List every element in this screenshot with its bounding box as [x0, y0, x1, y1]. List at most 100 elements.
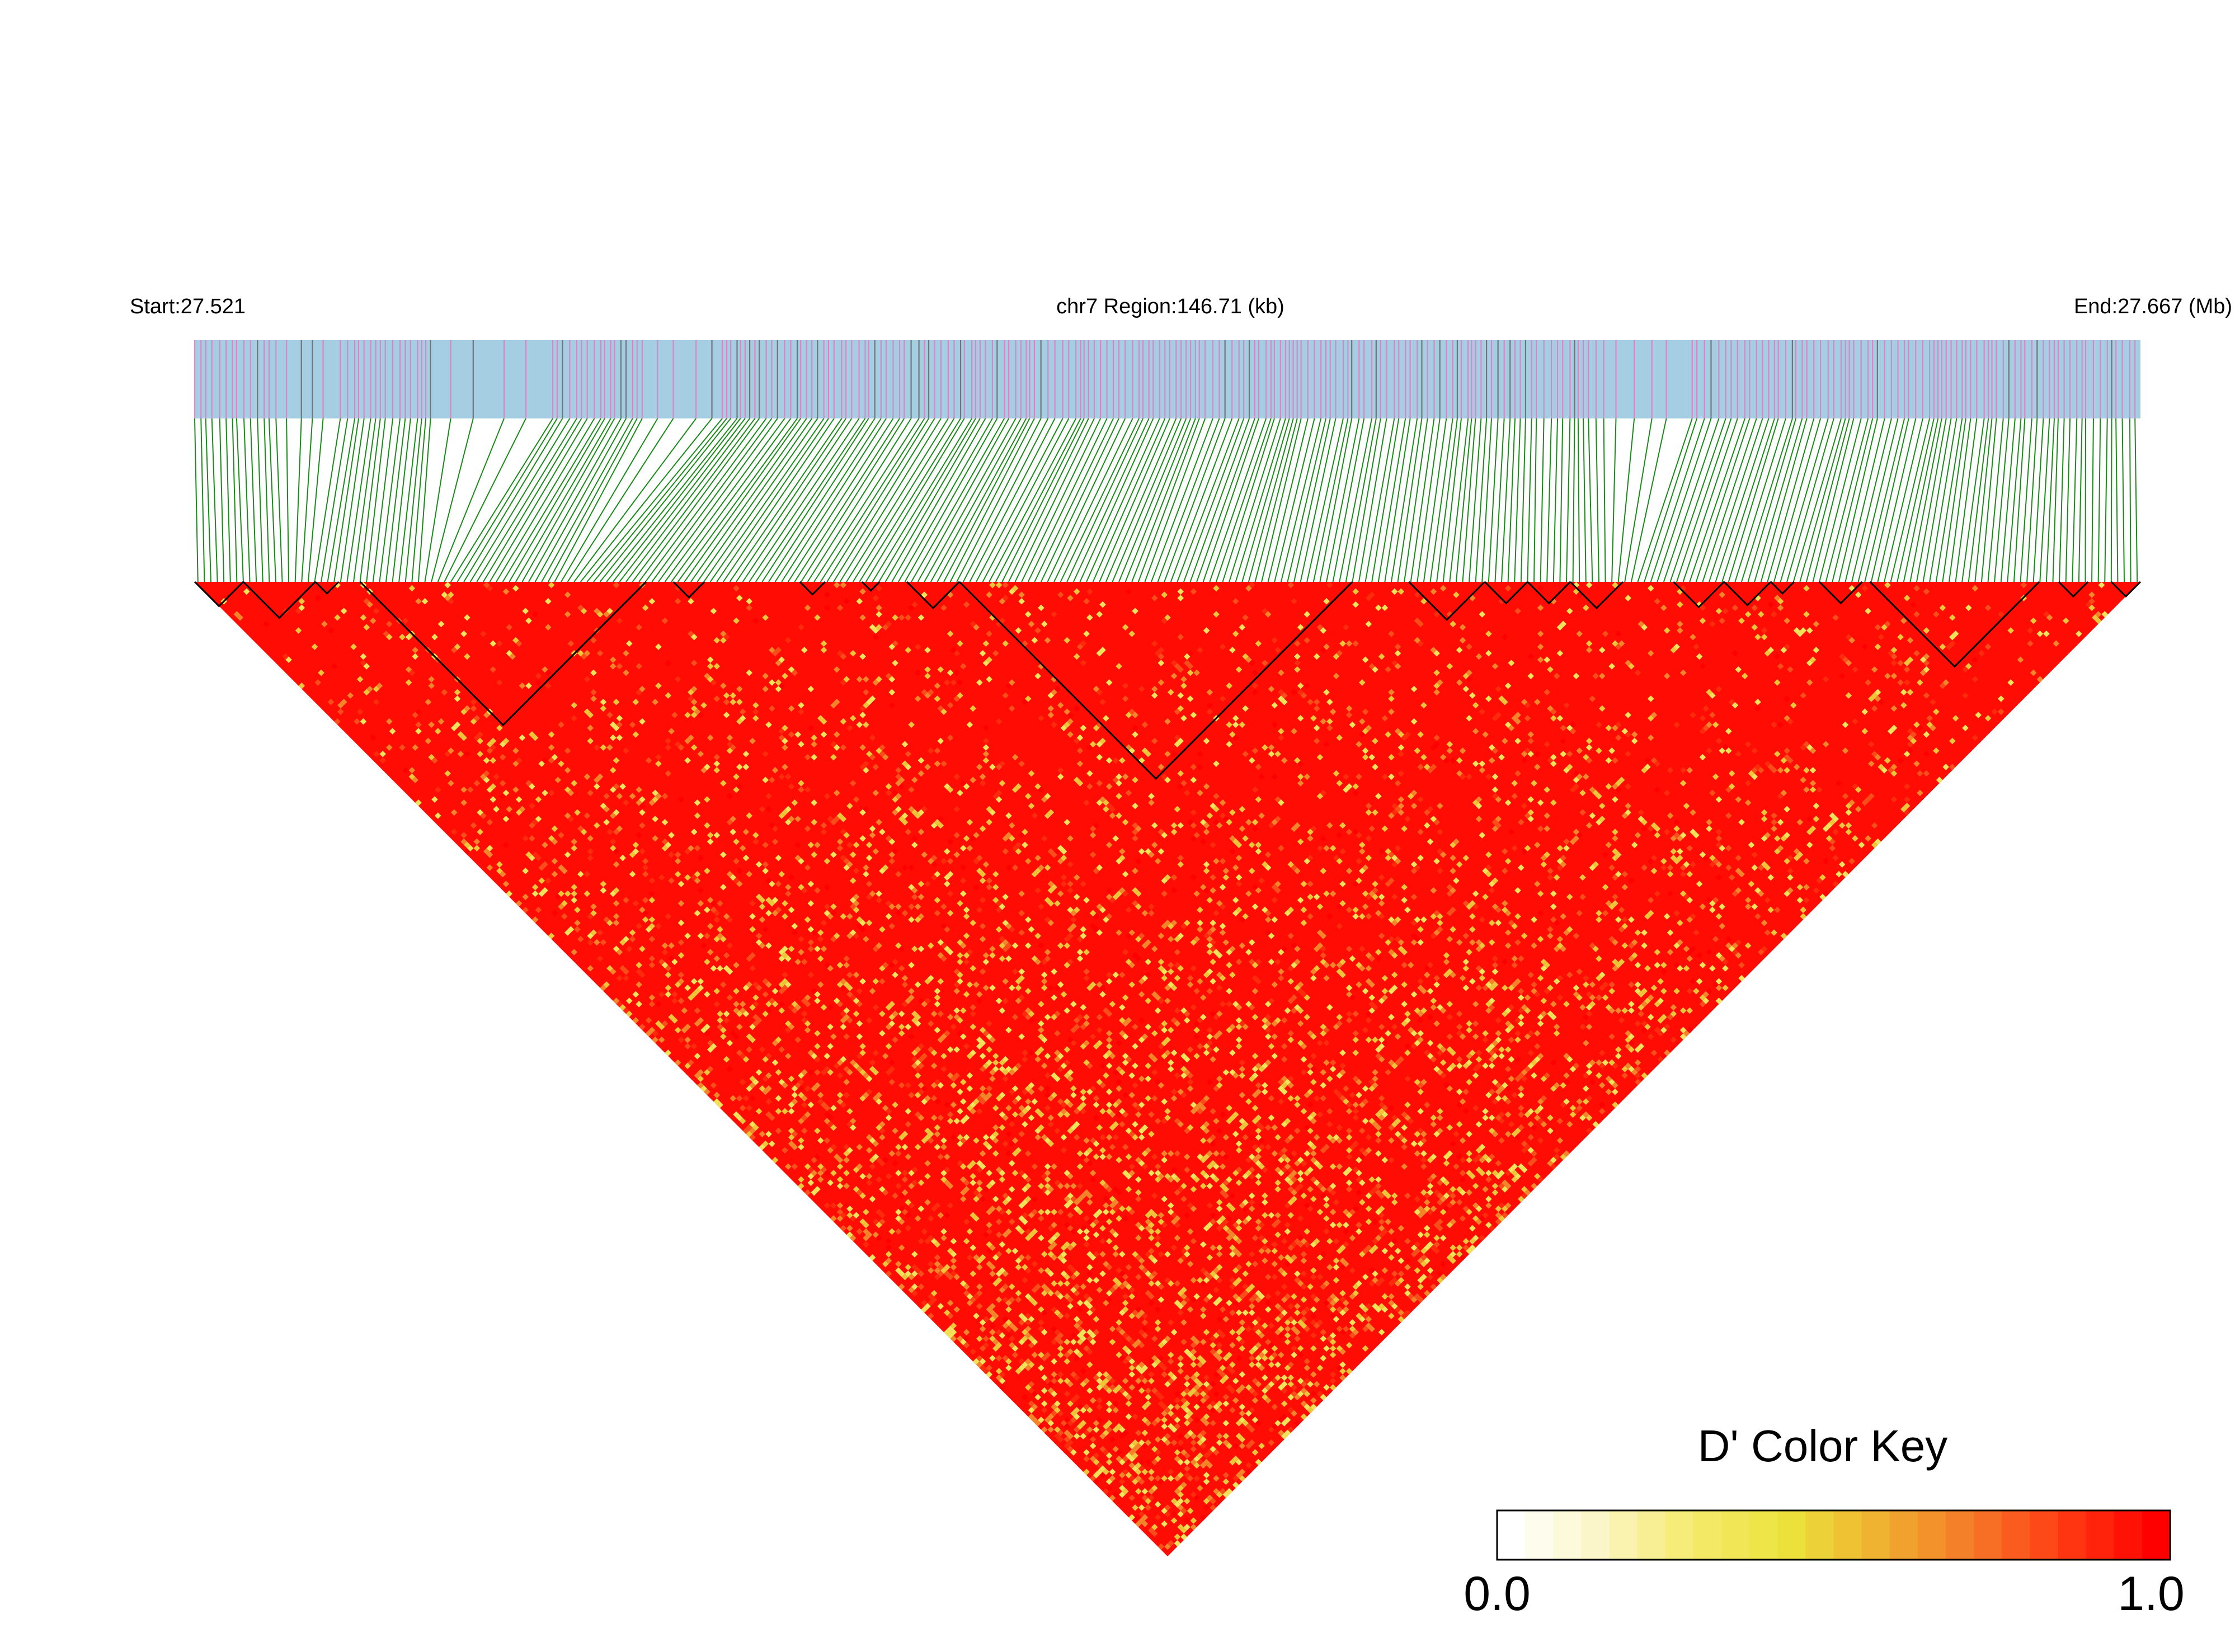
heatmap-cell	[506, 624, 513, 631]
heatmap-cell	[1073, 874, 1080, 881]
heatmap-cell	[1011, 786, 1019, 793]
snp-connector	[359, 418, 381, 582]
heatmap-cell	[1005, 1150, 1012, 1157]
heatmap-cell	[1008, 1335, 1015, 1342]
heatmap-cell	[995, 1231, 1003, 1238]
heatmap-cell	[1264, 1033, 1272, 1040]
heatmap-cell	[690, 633, 698, 641]
heatmap-cell	[1199, 1397, 1207, 1404]
heatmap-cell	[879, 1134, 886, 1141]
heatmap-cell	[898, 776, 905, 784]
heatmap-cell	[1070, 1241, 1077, 1248]
snp-connector	[1170, 418, 1233, 582]
heatmap-cell	[697, 887, 704, 894]
heatmap-cell	[1135, 955, 1142, 962]
heatmap-cell	[1251, 1416, 1259, 1423]
heatmap-cell	[1135, 1156, 1142, 1164]
heatmap-cell	[746, 604, 753, 611]
heatmap-cell	[298, 604, 305, 611]
heatmap-cell	[801, 887, 808, 894]
heatmap-cell	[1433, 1248, 1440, 1254]
snp-connector	[1583, 418, 1587, 582]
heatmap-cell	[707, 676, 714, 683]
snp-connector	[1695, 418, 1751, 582]
heatmap-cell	[1281, 1270, 1288, 1277]
heatmap-cell	[1274, 1166, 1281, 1173]
heatmap-cell	[1378, 1231, 1385, 1238]
heatmap-cell	[1375, 1137, 1382, 1144]
heatmap-cell	[992, 1059, 999, 1066]
heatmap-cell	[399, 744, 406, 751]
heatmap-cell	[587, 939, 594, 946]
heatmap-cell	[995, 997, 1003, 1004]
snp-connector	[956, 418, 1042, 582]
heatmap-cell	[989, 1244, 996, 1251]
heatmap-cell	[1365, 1244, 1372, 1251]
heatmap-cell	[1099, 1153, 1106, 1160]
heatmap-cell	[1112, 1121, 1119, 1128]
heatmap-cell	[1122, 870, 1129, 878]
heatmap-cell	[778, 1046, 785, 1053]
heatmap-cell	[811, 799, 817, 806]
heatmap-cell	[762, 1140, 769, 1147]
heatmap-cell	[1456, 1244, 1463, 1251]
heatmap-cell	[639, 718, 646, 725]
heatmap-cell	[976, 854, 983, 862]
heatmap-cell	[1174, 1390, 1181, 1397]
heatmap-cell	[930, 1205, 938, 1212]
heatmap-cell	[846, 985, 853, 991]
snp-connector	[1552, 418, 1559, 582]
heatmap-cell	[613, 848, 620, 855]
heatmap-cell	[1255, 1420, 1262, 1427]
heatmap-cell	[979, 1052, 986, 1060]
heatmap-cell	[846, 1212, 853, 1219]
heatmap-cell	[1258, 1325, 1265, 1333]
heatmap-cell	[791, 1143, 798, 1151]
heatmap-cell	[1119, 1251, 1126, 1258]
heatmap-cell	[895, 1170, 902, 1176]
heatmap-cell	[1076, 1014, 1084, 1020]
heatmap-cell	[979, 1085, 986, 1092]
heatmap-cell	[739, 1118, 746, 1124]
heatmap-cell	[869, 1254, 876, 1261]
heatmap-cell	[898, 1283, 905, 1290]
heatmap-cell	[1274, 1289, 1281, 1297]
heatmap-cell	[704, 1069, 711, 1076]
heatmap-cell	[1005, 1196, 1012, 1203]
heatmap-cell	[769, 900, 775, 907]
snp-connector	[1845, 418, 1885, 582]
heatmap-cell	[1128, 1287, 1136, 1293]
heatmap-cell	[1093, 1095, 1100, 1102]
heatmap-cell	[1093, 1043, 1100, 1050]
heatmap-cell	[1080, 1192, 1087, 1199]
heatmap-cell	[1151, 1153, 1158, 1160]
heatmap-cell	[1251, 1390, 1259, 1397]
heatmap-cell	[1199, 1338, 1207, 1345]
heatmap-cell	[840, 1023, 847, 1030]
snp-connector	[1105, 418, 1177, 582]
heatmap-cell	[1070, 1124, 1077, 1131]
heatmap-cell	[1297, 1176, 1304, 1183]
snp-connector	[1676, 418, 1732, 582]
heatmap-cell	[1300, 1413, 1307, 1420]
heatmap-cell	[1112, 1426, 1119, 1433]
heatmap-cell	[629, 929, 636, 936]
heatmap-cell	[1248, 1153, 1255, 1160]
heatmap-cell	[1073, 1394, 1080, 1401]
snp-connector	[2032, 418, 2044, 582]
heatmap-cell	[1213, 949, 1220, 956]
heatmap-cell	[1278, 1384, 1284, 1391]
heatmap-cell	[623, 968, 629, 975]
heatmap-cell	[992, 1312, 999, 1320]
heatmap-cell	[863, 1091, 869, 1099]
heatmap-cell	[1264, 1001, 1272, 1008]
heatmap-cell	[1070, 1287, 1077, 1293]
snp-connector	[1877, 418, 1917, 582]
heatmap-cell	[1148, 1208, 1155, 1216]
heatmap-cell	[1164, 1277, 1171, 1284]
heatmap-cell	[1190, 939, 1197, 946]
heatmap-cell	[966, 1072, 973, 1079]
heatmap-cell	[1148, 1131, 1155, 1137]
heatmap-cell	[937, 822, 944, 829]
heatmap-cell	[1047, 1114, 1055, 1121]
